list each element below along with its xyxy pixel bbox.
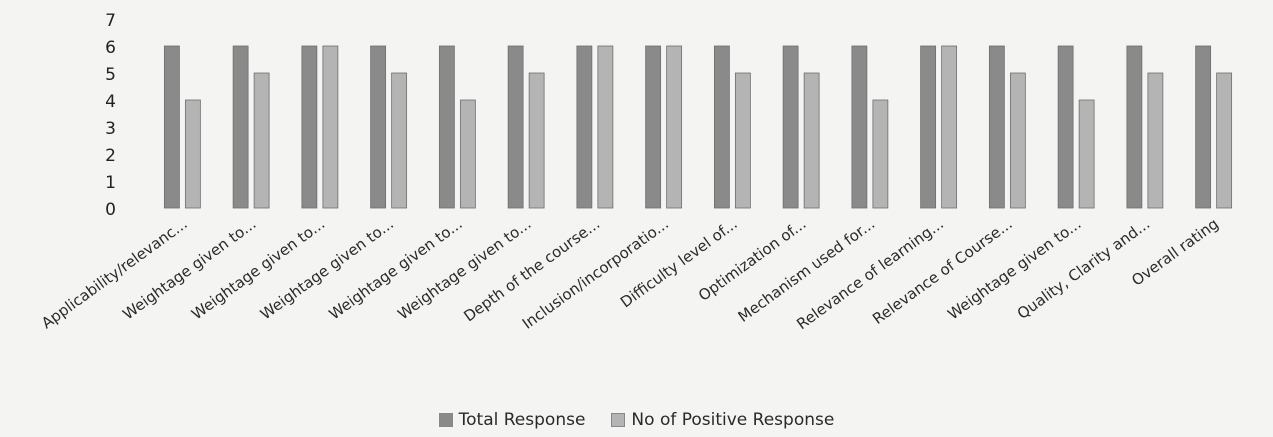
x-axis: Applicability/relevanc...Weightage given… [38,215,1222,334]
legend-item-total: Total Response [438,410,586,430]
bar-total-11 [920,45,937,209]
bar-positive-3 [391,72,408,209]
bar-positive-8 [734,72,751,209]
y-tick-label-6: 6 [105,38,116,58]
bar-positive-0 [184,99,201,209]
y-axis: 0 1 2 3 4 5 6 7 [105,11,116,220]
y-tick-label-2: 2 [105,146,116,166]
bar-total-4 [438,45,455,209]
bar-total-10 [851,45,868,209]
legend-item-positive: No of Positive Response [611,410,834,430]
y-tick-label-0: 0 [105,200,116,220]
x-tick-label-8: Difficulty level of... [617,215,741,312]
bar-positive-10 [872,99,889,209]
bar-positive-9 [803,72,820,209]
bar-total-7 [645,45,662,209]
bar-total-9 [782,45,799,209]
bars-group [163,45,1233,209]
bar-total-12 [988,45,1005,209]
bar-positive-4 [459,99,476,209]
bar-positive-13 [1078,99,1095,209]
bar-positive-1 [253,72,270,209]
bar-positive-7 [666,45,683,209]
y-tick-label-5: 5 [105,65,116,85]
bar-total-2 [301,45,318,209]
bar-positive-5 [528,72,545,209]
bar-positive-6 [597,45,614,209]
bar-total-1 [232,45,249,209]
legend-label-positive: No of Positive Response [631,410,835,430]
bar-total-13 [1057,45,1074,209]
bar-total-5 [507,45,524,209]
legend-label-total: Total Response [458,410,586,430]
bar-total-3 [370,45,387,209]
bar-total-0 [163,45,180,209]
legend-swatch-total [438,413,453,427]
bar-total-15 [1195,45,1212,209]
bar-positive-14 [1147,72,1164,209]
bar-total-6 [576,45,593,209]
y-tick-label-1: 1 [105,173,116,193]
y-tick-label-3: 3 [105,119,116,139]
bar-total-8 [713,45,730,209]
x-tick-label-14: Quality, Clarity and... [1014,215,1154,323]
legend: Total Response No of Positive Response [0,410,1273,430]
legend-swatch-positive [611,413,626,427]
bar-positive-15 [1216,72,1233,209]
bar-positive-12 [1009,72,1026,209]
y-tick-label-7: 7 [105,11,116,31]
y-tick-label-4: 4 [105,92,116,112]
bar-positive-2 [322,45,339,209]
bar-total-14 [1126,45,1143,209]
bar-positive-11 [941,45,958,209]
